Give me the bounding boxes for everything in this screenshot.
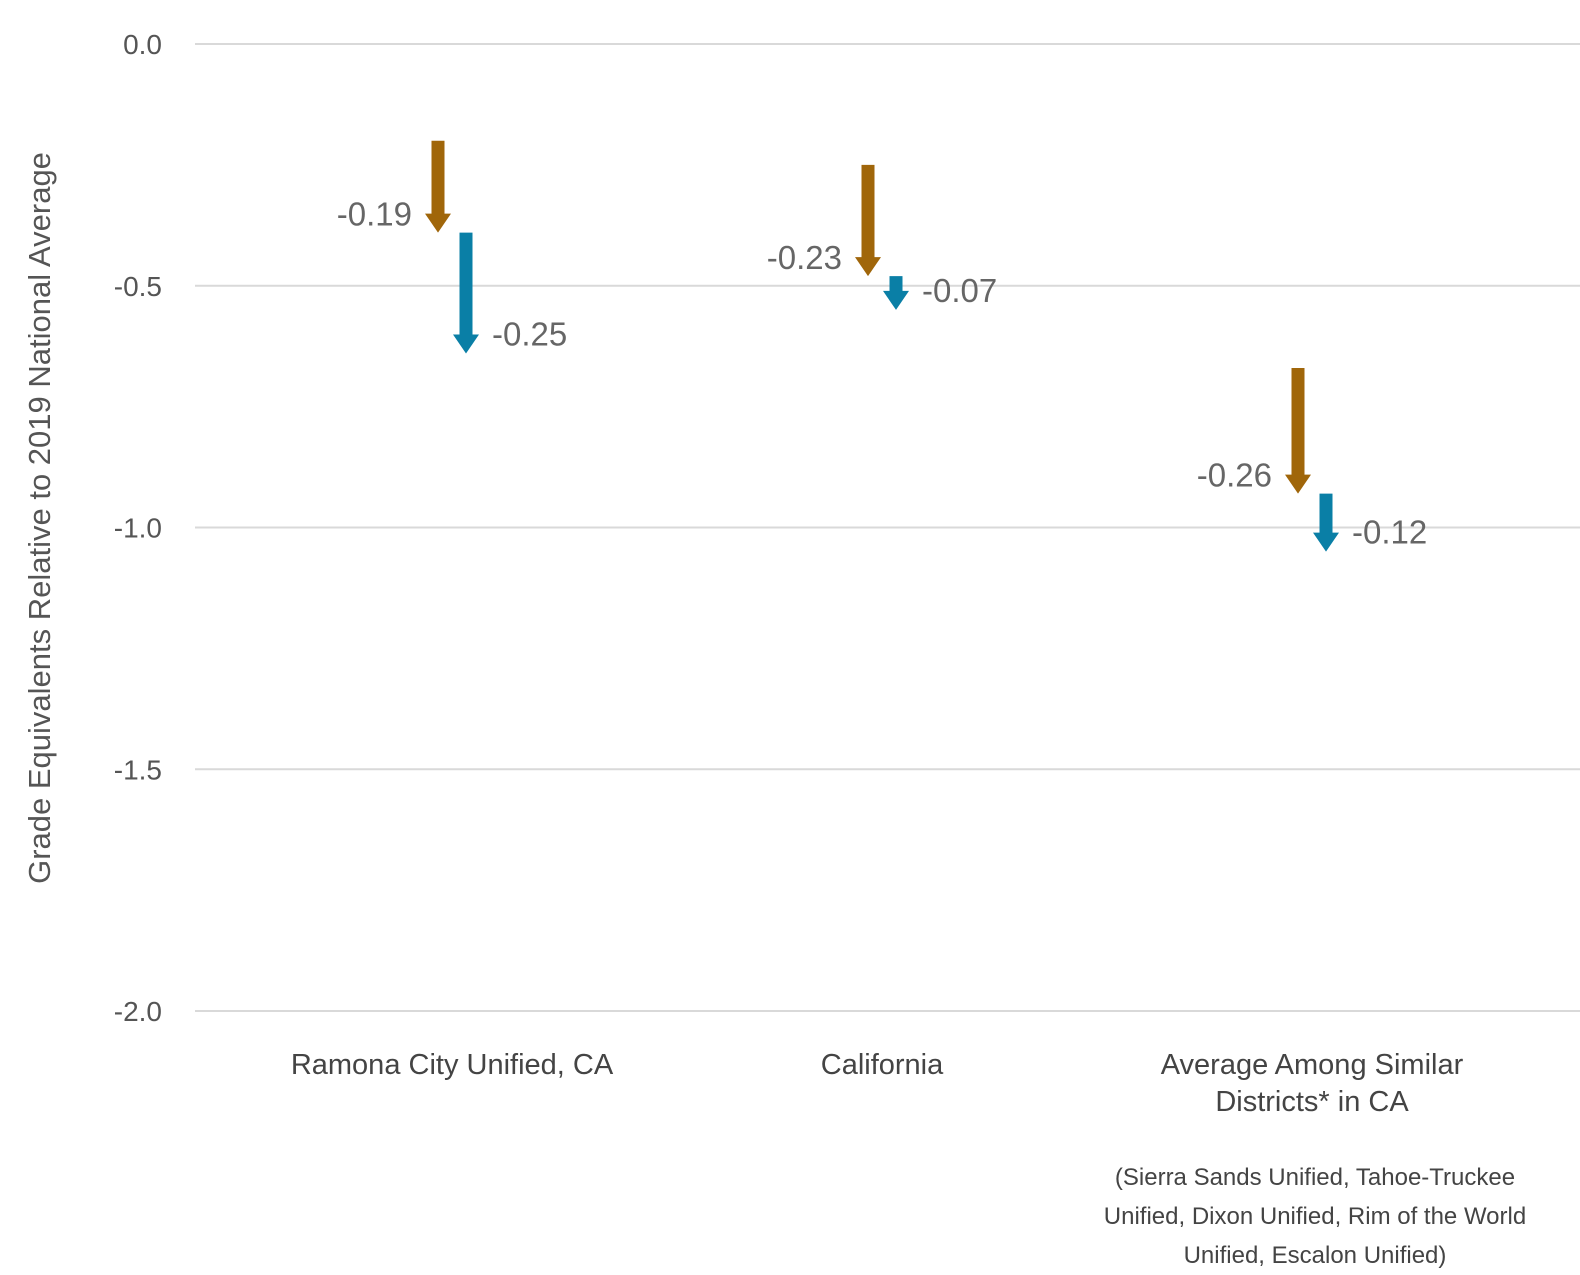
gridlines bbox=[195, 43, 1580, 1012]
x-axis-categories: Ramona City Unified, CA California Average… bbox=[291, 1049, 1526, 1269]
category-note: Unified, Escalon Unified) bbox=[1184, 1242, 1447, 1269]
category-label: Average Among Similar bbox=[1161, 1049, 1464, 1081]
data-label: -0.23 bbox=[767, 239, 842, 276]
y-axis-ticks: 0.0 -0.5 -1.0 -1.5 -2.0 bbox=[114, 29, 162, 1027]
y-tick-label: -0.5 bbox=[114, 271, 162, 302]
second-change-arrow bbox=[453, 232, 479, 354]
first-change-arrow bbox=[1285, 367, 1311, 494]
category-label: California bbox=[821, 1049, 944, 1081]
data-label: -0.25 bbox=[492, 315, 567, 352]
data-label: -0.19 bbox=[337, 196, 412, 233]
category-label: Ramona City Unified, CA bbox=[291, 1049, 614, 1081]
second-change-arrow bbox=[1313, 493, 1339, 552]
data-label: -0.12 bbox=[1352, 514, 1427, 551]
y-tick-label: 0.0 bbox=[123, 29, 162, 60]
data-label: -0.07 bbox=[922, 272, 997, 309]
first-change-arrow bbox=[855, 164, 881, 277]
arrows bbox=[425, 140, 1339, 552]
y-tick-label: -1.0 bbox=[114, 513, 162, 544]
first-change-arrow bbox=[425, 140, 451, 233]
y-tick-label: -2.0 bbox=[114, 996, 162, 1027]
second-change-arrow bbox=[883, 276, 909, 310]
category-note: Unified, Dixon Unified, Rim of the World bbox=[1104, 1203, 1526, 1230]
y-axis-label: Grade Equivalents Relative to 2019 Natio… bbox=[22, 152, 57, 884]
data-labels: -0.19 -0.23 -0.26 -0.25 -0.07 -0.12 bbox=[337, 196, 1427, 551]
data-label: -0.26 bbox=[1197, 457, 1272, 494]
category-label: Districts* in CA bbox=[1215, 1086, 1409, 1118]
y-tick-label: -1.5 bbox=[114, 754, 162, 785]
category-note: (Sierra Sands Unified, Tahoe-Truckee bbox=[1115, 1164, 1515, 1191]
